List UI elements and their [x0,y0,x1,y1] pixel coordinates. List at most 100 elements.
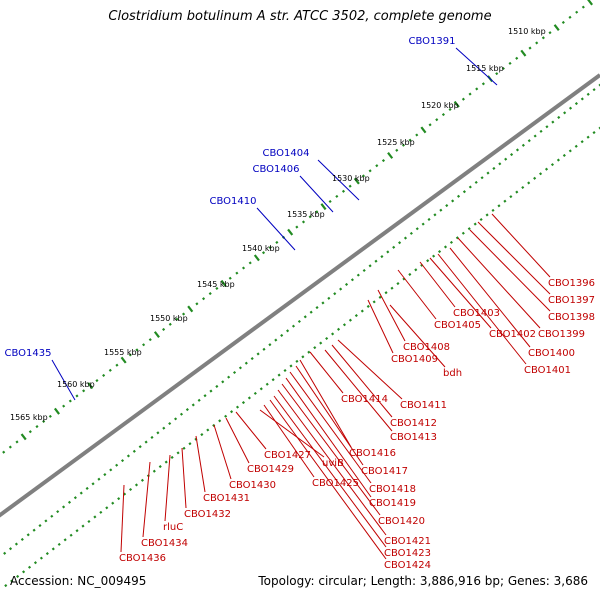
inner-tick [103,472,107,477]
inner-tick [503,199,507,203]
scale-tick [153,331,160,338]
inner-tick [491,208,495,212]
reverse-gene-label: bdh [443,368,462,379]
scale-tick [135,348,139,352]
reverse-gene-label: CBO1434 [141,538,188,549]
inner-tick [497,204,501,208]
scale-tick [341,189,346,193]
inner-tick [97,477,101,481]
leader-line [309,351,344,394]
inner-tick [336,327,341,331]
scale-label: 1545 kbp [197,280,235,289]
scale-tick [182,312,186,316]
inner-tick [456,194,461,198]
inner-tick [232,370,237,375]
inner-tick [33,561,38,565]
leader-line [377,289,406,342]
leader-line [419,261,456,308]
inner-tick [533,176,537,180]
inner-tick [515,148,520,152]
inner-tick [75,529,79,533]
inner-tick [521,143,525,147]
inner-tick [238,366,242,370]
scale-label: 1550 kbp [150,314,188,323]
inner-tick [85,486,89,490]
inner-tick [247,396,251,400]
inner-tick [449,240,453,244]
leader-line [324,349,393,432]
leader-line [277,389,387,536]
inner-tick [79,491,83,495]
inner-tick [350,278,354,282]
leader-line [337,339,403,400]
inner-tick [203,394,207,398]
inner-tick [325,336,329,341]
inner-tick [158,465,162,469]
accession-text: Accession: NC_009495 [10,574,147,588]
inner-tick [398,241,402,245]
leader-line [164,454,171,522]
leader-line [367,299,394,354]
scale-tick [535,41,539,45]
inner-tick [480,176,484,180]
inner-tick [392,245,396,249]
inner-tick [486,171,490,175]
leader-line [181,447,187,509]
inner-tick [14,542,18,546]
inner-tick [319,341,323,345]
scale-label: 1520 kbp [421,101,459,110]
inner-tick [227,375,231,379]
reverse-gene-label: CBO1431 [203,493,250,504]
scale-tick [428,123,432,127]
inner-tick [384,291,388,295]
inner-tick [331,332,335,336]
inner-tick [109,468,113,472]
scale-tick [195,302,199,306]
scale-tick [381,159,386,163]
scale-tick [235,271,239,275]
scale-label: 1525 kbp [377,138,415,147]
scale-tick [75,394,79,398]
inner-tick [129,487,133,492]
inner-tick [356,273,360,277]
inner-tick [545,125,549,129]
inner-tick [592,88,596,92]
leader-line [295,365,364,466]
inner-tick [557,115,561,120]
scale-tick [248,261,252,265]
scale-label: 1515 kbp [466,64,504,73]
inner-tick [527,139,531,143]
inner-tick [303,315,307,319]
inner-tick [544,167,549,171]
inner-tick [168,421,172,426]
scale-tick [395,148,399,152]
inner-tick [586,92,590,96]
inner-tick [87,519,91,524]
inner-tick [259,387,263,391]
leader-line [397,269,437,320]
inner-tick [206,428,210,432]
inner-tick [533,134,537,138]
scale-tick [108,368,112,372]
scale-tick [62,404,66,408]
inner-tick [368,264,372,268]
inner-tick [445,204,449,208]
inner-tick [271,378,275,382]
scale-tick [408,138,412,142]
inner-tick [415,227,419,231]
scale-label: 1565 kbp [10,413,48,422]
inner-tick [539,129,543,133]
scale-label: 1535 kbp [287,210,325,219]
leader-line [195,435,206,493]
inner-tick [510,153,514,157]
inner-tick [408,272,412,276]
leader-line [285,377,372,498]
scale-tick [301,220,306,224]
scale-tick [275,240,279,244]
scale-tick [420,126,427,134]
leader-line [331,344,393,418]
inner-tick [396,282,400,286]
forward-gene-label: CBO1435 [5,348,52,359]
inner-tick [390,286,394,290]
